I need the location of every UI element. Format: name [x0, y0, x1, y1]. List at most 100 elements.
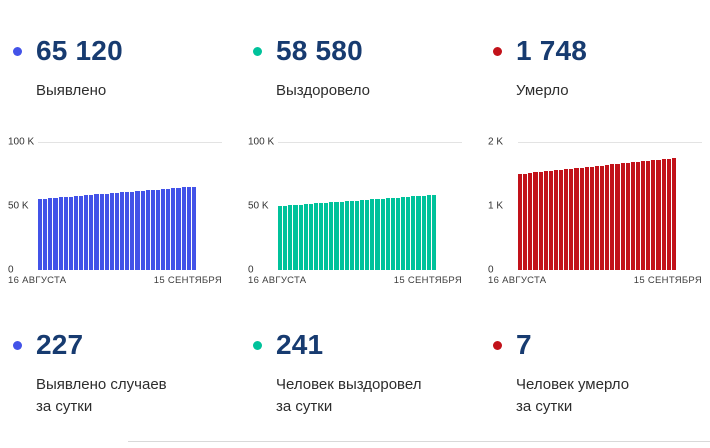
stat-label-deaths: Умерло [516, 82, 569, 99]
bar [288, 205, 293, 270]
bar [625, 162, 630, 270]
bar [150, 189, 155, 270]
bar [605, 165, 610, 270]
bar [385, 198, 390, 270]
bar [630, 162, 635, 270]
deaths-dot-icon [493, 46, 502, 56]
stat-label-recovered: Выздоровело [276, 82, 371, 99]
bar [166, 188, 171, 270]
bar [329, 202, 334, 270]
bar [191, 186, 196, 270]
stat-row: 1 748 [488, 34, 702, 68]
bar [94, 194, 99, 270]
chart-detected: 100 K 50 K 0 16 АВГУСТА 15 СЕНТЯБРЯ [8, 137, 222, 286]
bar [620, 163, 625, 270]
bar [145, 190, 150, 270]
bar [84, 195, 89, 270]
bar [339, 201, 344, 270]
bar [349, 200, 354, 270]
bar [523, 173, 528, 270]
bar [641, 161, 646, 270]
label-line-1: Выявлено случаев [36, 376, 167, 393]
bar [661, 159, 666, 270]
bar [186, 187, 191, 270]
bar [666, 158, 671, 270]
stat-value-detected: 65 120 [36, 35, 123, 66]
x-tick-end: 15 СЕНТЯБРЯ [153, 275, 222, 286]
bar [334, 201, 339, 270]
bar [533, 172, 538, 270]
label-line-2: за сутки [516, 398, 573, 415]
stat-total-detected: 65 120 Выявлено [8, 34, 222, 102]
x-axis: 16 АВГУСТА 15 СЕНТЯБРЯ [488, 275, 702, 286]
stat-label-daily-deaths: Человек умерло за сутки [516, 374, 702, 418]
bar [161, 189, 166, 270]
bar [579, 167, 584, 270]
bar [68, 196, 73, 270]
stat-total-deaths: 1 748 Умерло [488, 34, 702, 102]
bar [553, 170, 558, 270]
plot-area-recovered [278, 142, 462, 270]
label-line-1: Человек умерло [516, 376, 630, 393]
bar [48, 198, 53, 270]
stat-row: 65 120 [8, 34, 222, 68]
bar [278, 206, 283, 270]
bar [354, 200, 359, 270]
bar [584, 167, 589, 270]
bar [390, 197, 395, 270]
stat-label-daily-detected: Выявлено случаев за сутки [36, 374, 222, 418]
bar [646, 160, 651, 270]
x-tick-start: 16 АВГУСТА [488, 275, 547, 286]
x-tick-end: 15 СЕНТЯБРЯ [393, 275, 462, 286]
stat-value-daily-detected: 227 [36, 329, 84, 360]
bar [671, 158, 676, 270]
stat-label-daily-recovered: Человек выздоровел за сутки [276, 374, 462, 418]
bar [395, 197, 400, 270]
column-recovered: 58 580 Выздоровело 100 K 50 K 0 [248, 34, 462, 418]
bar [130, 191, 135, 270]
bar [114, 192, 119, 270]
bar [380, 198, 385, 270]
y-tick: 0 [248, 264, 254, 276]
bar [344, 201, 349, 270]
detected-dot-icon [13, 46, 22, 56]
recovered-dot-icon [253, 340, 262, 350]
bar [615, 163, 620, 270]
bar [360, 200, 365, 270]
bar [135, 191, 140, 270]
bar [99, 194, 104, 270]
plot-row: 100 K 50 K 0 [8, 137, 222, 276]
y-tick: 1 K [488, 200, 504, 212]
bar-series-recovered [278, 142, 436, 270]
bar [651, 160, 656, 270]
chart-deaths: 2 K 1 K 0 16 АВГУСТА 15 СЕНТЯБРЯ [488, 137, 702, 286]
stat-daily-recovered: 241 Человек выздоровел за сутки [248, 328, 462, 418]
bar [559, 169, 564, 270]
bar [411, 196, 416, 270]
stat-row: 227 [8, 328, 222, 362]
y-tick: 100 K [8, 136, 35, 148]
bar [38, 198, 43, 270]
bar [569, 168, 574, 270]
bar [298, 204, 303, 270]
bar [401, 197, 406, 270]
bar-series-detected [38, 142, 196, 270]
stat-value-daily-deaths: 7 [516, 329, 532, 360]
stats-grid: 65 120 Выявлено 100 K 50 K 0 [8, 34, 702, 418]
bar [319, 203, 324, 270]
bar [171, 188, 176, 270]
bar [89, 194, 94, 270]
bar [79, 195, 84, 270]
stat-value-recovered: 58 580 [276, 35, 363, 66]
gridline [518, 142, 702, 143]
bar [426, 195, 431, 270]
bar [538, 171, 543, 270]
y-tick: 100 K [248, 136, 275, 148]
y-axis: 2 K 1 K 0 [488, 137, 518, 276]
detected-dot-icon [13, 340, 22, 350]
bar [431, 195, 436, 270]
plot-area-detected [38, 142, 222, 270]
y-tick: 50 K [248, 200, 269, 212]
bar [73, 196, 78, 270]
